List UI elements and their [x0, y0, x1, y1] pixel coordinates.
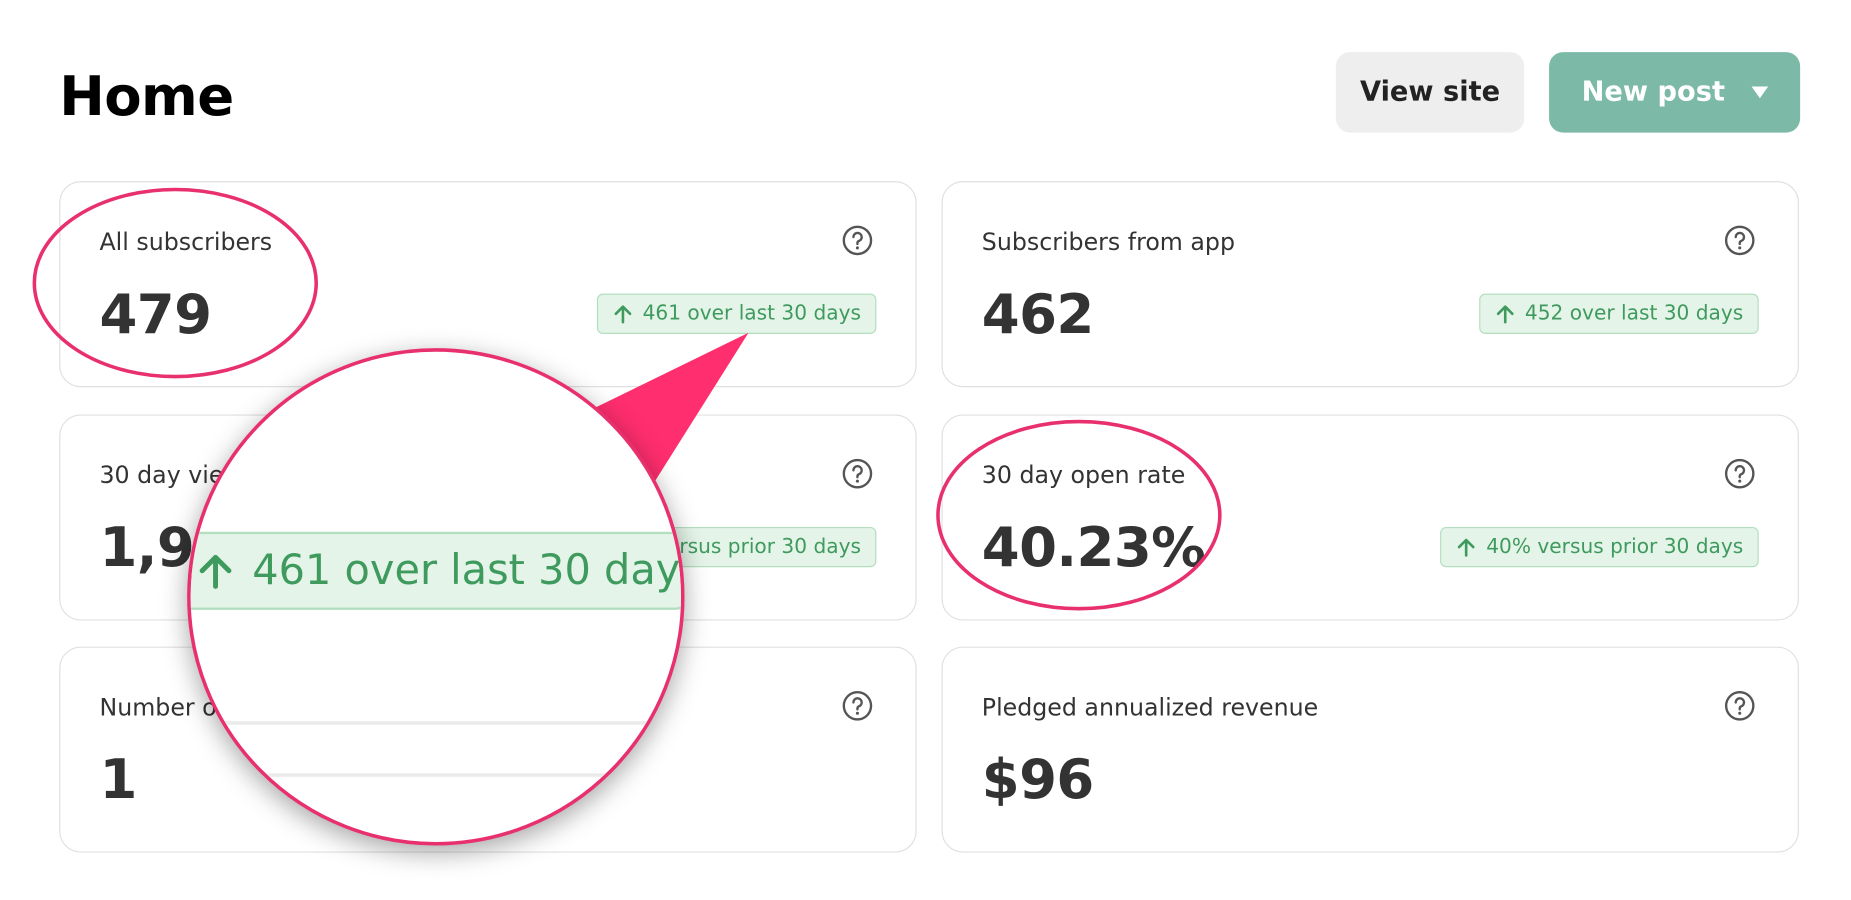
question-circle-icon[interactable]	[1724, 458, 1755, 489]
arrow-up-icon	[614, 305, 631, 324]
arrow-up-icon	[199, 554, 232, 589]
view-site-button[interactable]: View site	[1335, 52, 1525, 133]
card-value: 462	[981, 281, 1095, 346]
card-label: Pledged annualized revenue	[981, 692, 1319, 722]
arrow-up-icon	[1457, 538, 1475, 557]
card-label: All subscribers	[99, 227, 273, 256]
page-title: Home	[59, 63, 234, 128]
stat-card-30-day-open-rate: 30 day open rate 40.23% 40% versus prior…	[941, 414, 1799, 621]
trend-badge: ersus prior 30 days	[651, 526, 877, 568]
card-label: 30 day open rate	[981, 460, 1186, 490]
card-value: 1	[99, 747, 137, 812]
arrow-up-icon	[1496, 305, 1514, 324]
magnifier-lens: 461 over last 30 days	[187, 348, 685, 846]
card-value: 40.23%	[981, 515, 1206, 580]
card-label: 30 day vie	[99, 460, 224, 490]
trend-badge: 461 over last 30 days	[596, 293, 877, 334]
view-site-label: View site	[1359, 76, 1501, 108]
question-circle-icon[interactable]	[842, 225, 873, 256]
lens-divider-line	[190, 773, 681, 777]
card-value: 479	[99, 281, 212, 346]
card-label: Number o	[99, 692, 217, 722]
stat-card-pledged-annualized-revenue: Pledged annualized revenue $96	[941, 646, 1799, 853]
new-post-label: New post	[1581, 76, 1725, 108]
trend-badge: 40% versus prior 30 days	[1440, 526, 1759, 568]
lens-divider-line	[190, 721, 681, 725]
stat-card-subscribers-from-app: Subscribers from app 462 452 over last 3…	[941, 181, 1799, 388]
question-circle-icon[interactable]	[1724, 225, 1755, 256]
trend-badge-text: 40% versus prior 30 days	[1486, 535, 1744, 559]
new-post-button[interactable]: New post	[1549, 52, 1801, 133]
trend-badge-text: ersus prior 30 days	[666, 535, 861, 559]
trend-badge: 452 over last 30 days	[1478, 293, 1759, 334]
magnified-badge-text: 461 over last 30 days	[252, 547, 685, 595]
card-value: $96	[981, 747, 1095, 812]
card-label: Subscribers from app	[981, 227, 1236, 256]
magnified-trend-badge: 461 over last 30 days	[190, 531, 685, 610]
caret-down-icon[interactable]	[1751, 86, 1768, 99]
trend-badge-text: 452 over last 30 days	[1524, 301, 1744, 326]
question-circle-icon[interactable]	[842, 458, 873, 489]
question-circle-icon[interactable]	[842, 690, 873, 721]
trend-badge-text: 461 over last 30 days	[642, 301, 861, 326]
question-circle-icon[interactable]	[1724, 690, 1755, 721]
